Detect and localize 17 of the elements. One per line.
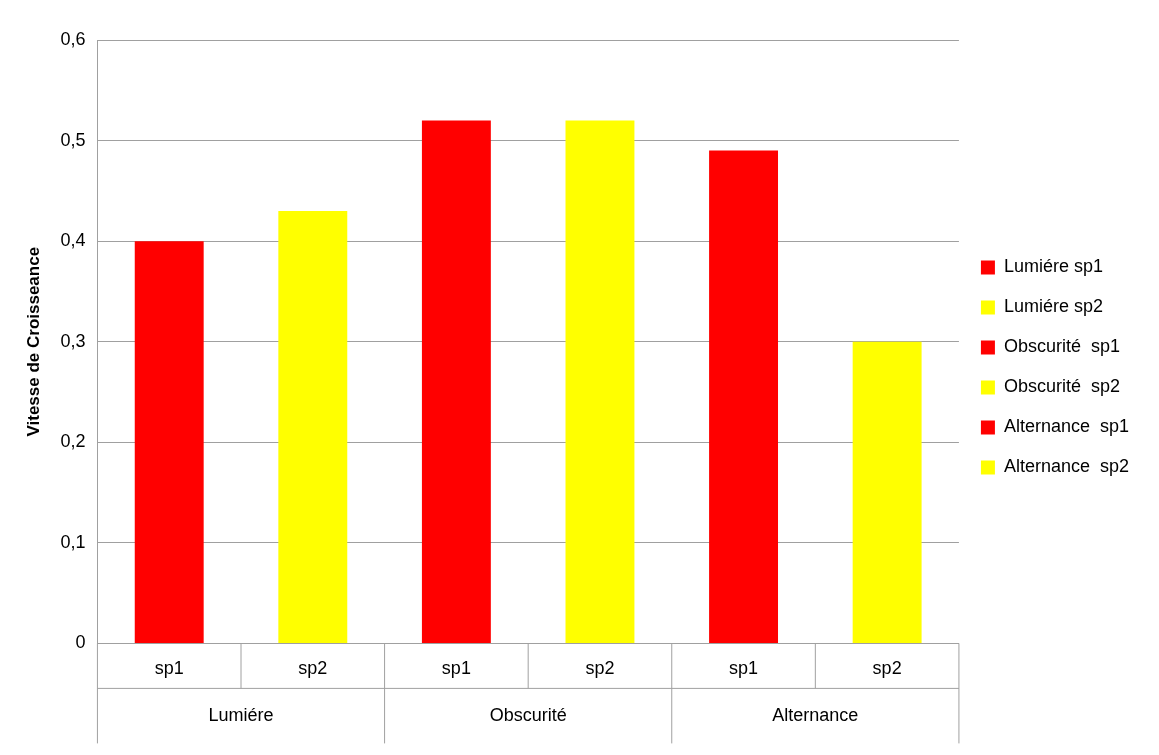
y-tick-label: 0,1 — [60, 531, 86, 552]
y-tick-label: 0 — [75, 632, 86, 653]
y-tick-label: 0,5 — [60, 129, 86, 150]
y-tick-label: 0,2 — [60, 431, 86, 452]
legend-label: Alternance sp2 — [1003, 456, 1129, 477]
text: Lumiére — [208, 704, 274, 725]
y-tick-label: 0,4 — [60, 230, 86, 251]
legend-label: Obscurité sp1 — [1003, 336, 1120, 357]
text: Alternance — [772, 704, 859, 725]
legend-label: Lumiére sp1 — [1003, 256, 1103, 277]
y-axis-title: Vitesse de Croisseance — [23, 246, 43, 437]
text: Obscurité — [489, 704, 567, 725]
y-tick-label: 0,6 — [60, 28, 86, 49]
legend-label: Lumiére sp2 — [1003, 296, 1103, 317]
y-tick-label: 0,3 — [60, 330, 86, 351]
legend-label: Obscurité sp2 — [1003, 376, 1120, 397]
legend-label: Alternance sp1 — [1003, 416, 1129, 437]
